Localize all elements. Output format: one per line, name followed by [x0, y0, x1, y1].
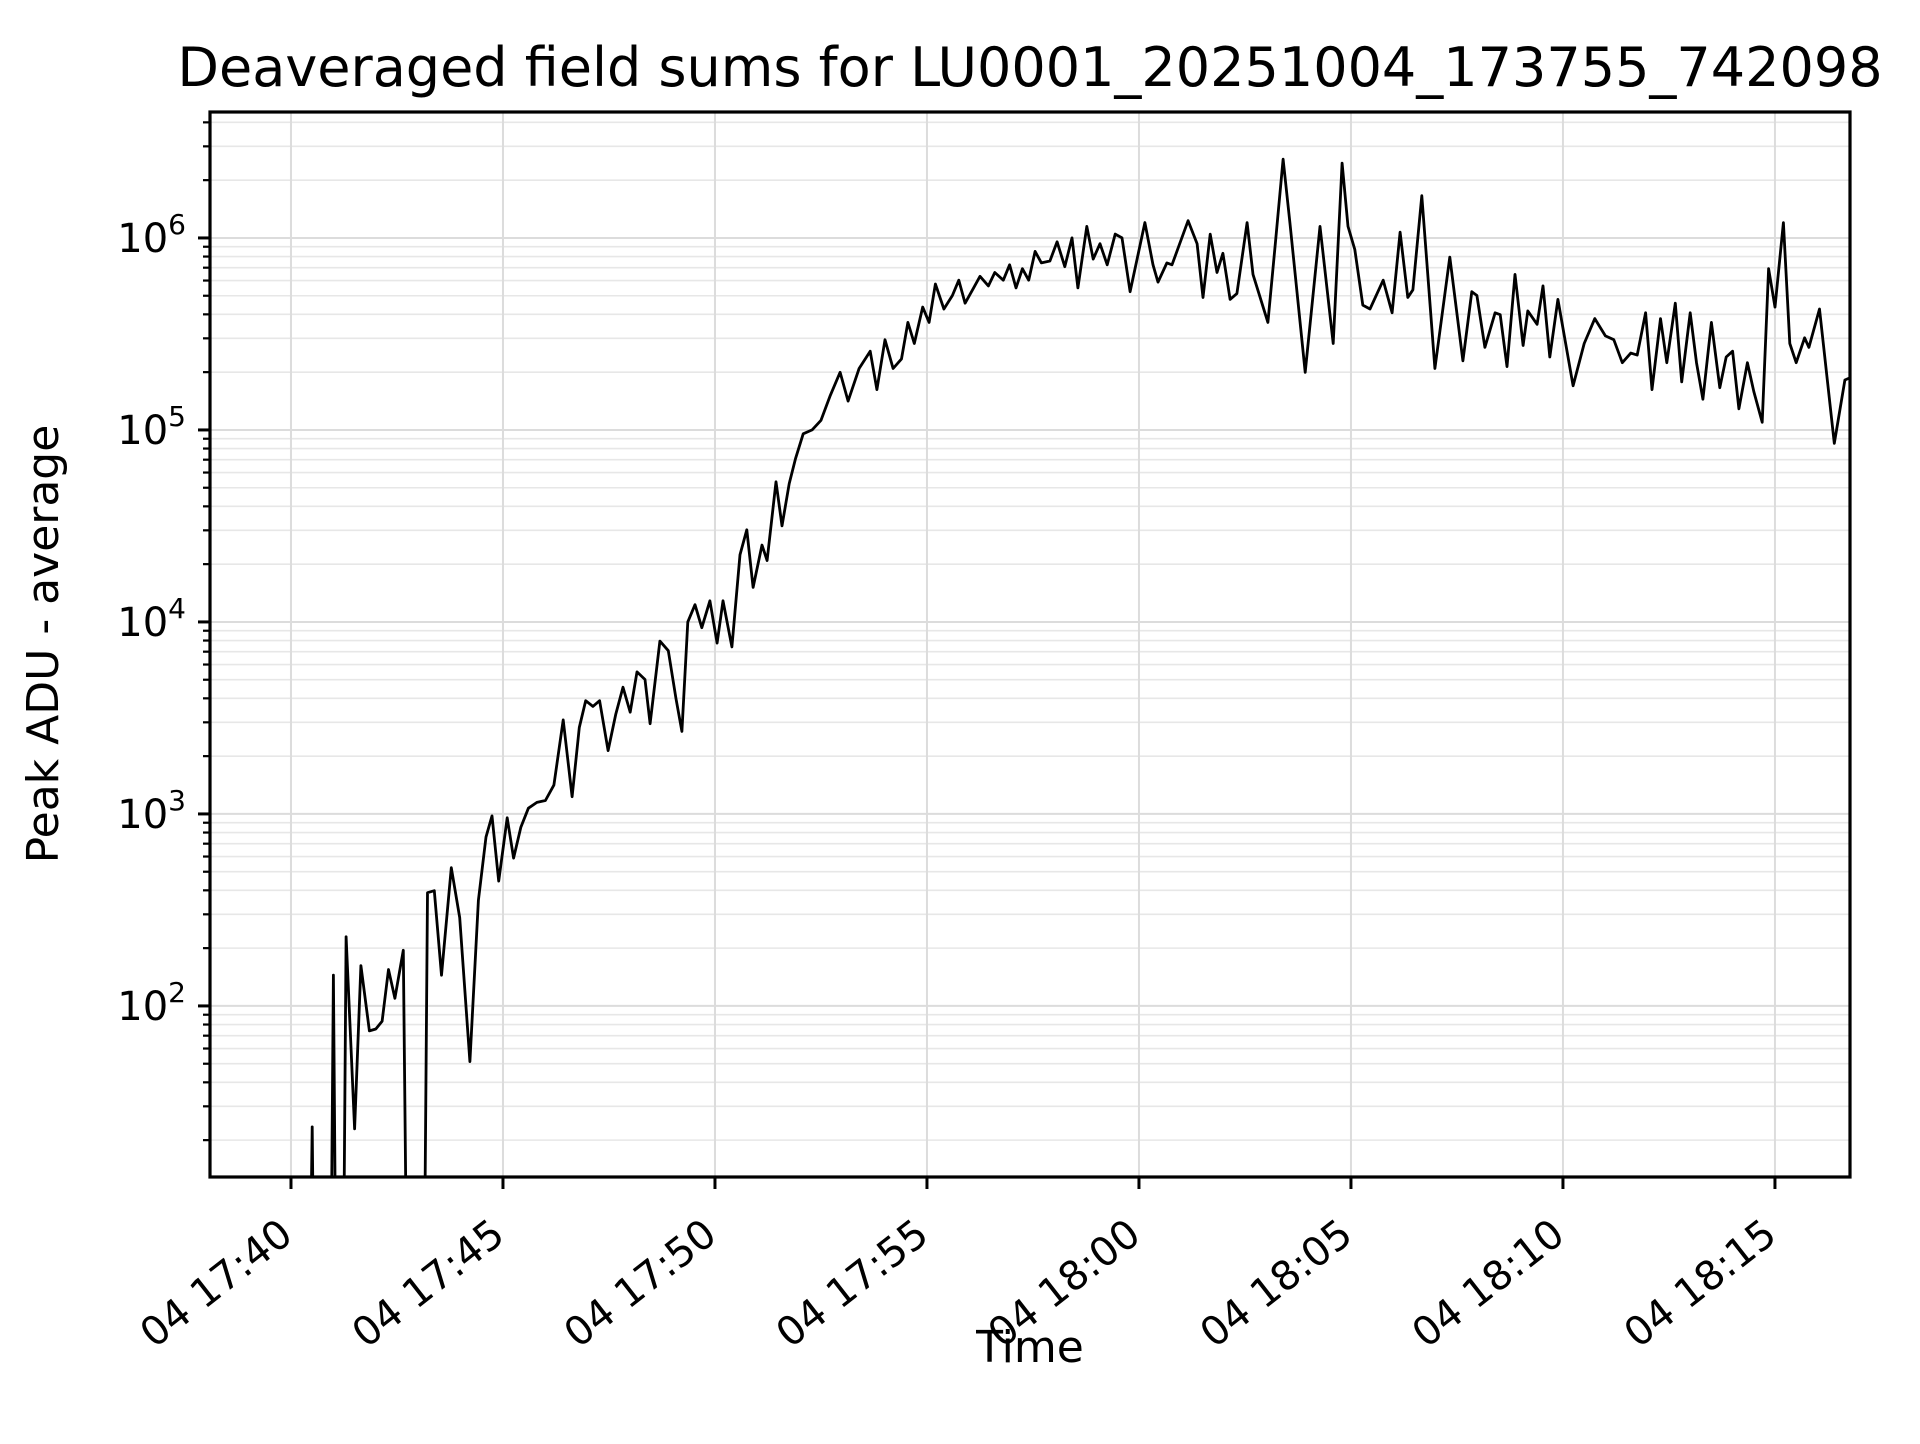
- y-tick-label: 102: [117, 976, 186, 1030]
- data-line-series: [310, 157, 1850, 1177]
- y-tick-labels: 102 103 104 105 106: [117, 208, 186, 1030]
- y-tick-label: 106: [117, 208, 186, 262]
- y-tick-label: 103: [117, 784, 186, 838]
- axes-spines: [208, 110, 1852, 1179]
- chart-title: Deaveraged field sums for LU0001_2025100…: [177, 36, 1882, 99]
- x-axis-label: Time: [975, 1322, 1084, 1373]
- y-tick-label: 105: [117, 400, 186, 454]
- axis-ticks: [198, 121, 1777, 1189]
- major-gridlines: [210, 112, 1850, 1177]
- y-tick-label: 104: [117, 592, 186, 646]
- plot-area: [210, 112, 1850, 1177]
- y-axis-label: Peak ADU - average: [18, 425, 69, 864]
